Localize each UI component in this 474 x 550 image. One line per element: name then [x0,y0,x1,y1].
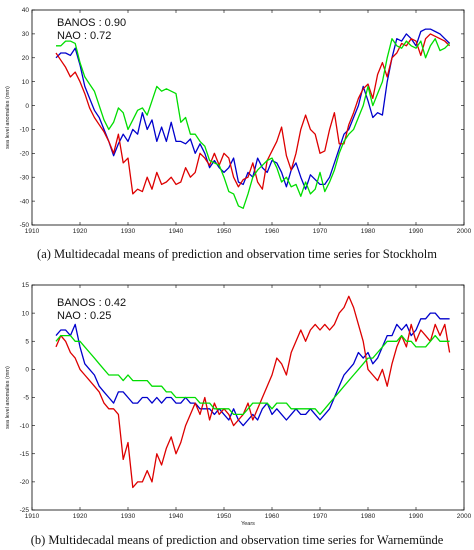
x-tick-label: 1910 [25,228,40,235]
y-tick-label: 20 [22,55,30,62]
x-tick-label: 1970 [313,513,328,520]
x-tick-label: 1990 [409,228,424,235]
x-tick-label: 1970 [313,228,328,235]
series-line-2 [55,334,450,416]
series-line-1 [55,33,451,195]
x-tick-label: 1930 [121,228,136,235]
chart-warnemunde: 1910 1920 1930 1940 1950 1960 1970 1980 1990 2000… [5,282,472,527]
annotation-nao: NAO : 0.25 [57,310,112,322]
chart-panel-stockholm: 1910 1920 1930 1940 1950 1960 1970 1980 1990 2000… [5,7,472,261]
x-tick-label: 1940 [169,228,184,235]
x-tick-label: 1910 [25,513,40,520]
series-line-2 [56,38,451,209]
y-tick-label: -10 [20,423,30,430]
annotation-banos: BANOS : 0.90 [57,17,127,29]
y-tick-label: 10 [22,310,30,317]
x-tick-label: 1960 [265,228,280,235]
y-tick-label: -10 [20,127,30,134]
x-tick-label: 1930 [121,513,136,520]
y-tick-label: 0 [25,103,29,110]
y-tick-label: -20 [20,151,30,158]
annotation-banos: BANOS : 0.42 [57,297,127,309]
x-tick-label: 1950 [217,513,232,520]
chart-stockholm: 1910 1920 1930 1940 1950 1960 1970 1980 1990 2000… [5,7,472,235]
x-tick-label: 1960 [265,513,280,520]
x-axis-label: Years [241,521,255,527]
y-tick-label: -30 [20,174,30,181]
x-tick-label: 1980 [361,513,376,520]
y-tick-label: -15 [20,451,30,458]
y-tick-label: 10 [22,79,30,86]
y-tick-label: -25 [20,507,30,514]
plot-frame [31,9,465,226]
y-tick-label: 5 [25,338,29,345]
x-tick-label: 2000 [457,228,472,235]
caption-stockholm: (a) Multidecadal means of prediction and… [37,247,437,261]
y-axis-label: sea level anomalies (mm) [5,366,11,429]
y-tick-label: -20 [20,479,30,486]
x-tick-label: 2000 [457,513,472,520]
annotation-nao: NAO : 0.72 [57,30,112,42]
x-tick-label: 1940 [169,513,184,520]
y-tick-label: 15 [22,282,30,289]
x-tick-label: 1920 [73,513,88,520]
caption-warnemunde: (b) Multidecadal means of prediction and… [30,533,444,547]
series-line-0 [55,312,450,427]
x-tick-label: 1990 [409,513,424,520]
y-tick-label: -40 [20,198,30,205]
x-tick-label: 1920 [73,228,88,235]
y-tick-label: -5 [23,395,29,402]
x-tick-label: 1950 [217,228,232,235]
y-tick-label: -50 [20,222,30,229]
chart-panel-warnemunde: 1910 1920 1930 1940 1950 1960 1970 1980 1990 2000… [0,275,474,550]
x-tick-label: 1980 [361,228,376,235]
series-line-1 [55,295,451,489]
y-tick-label: 30 [22,31,30,38]
y-tick-label: 40 [22,7,30,14]
y-tick-label: 0 [25,367,29,374]
y-axis-label: sea level anomalies (mm) [5,86,11,149]
